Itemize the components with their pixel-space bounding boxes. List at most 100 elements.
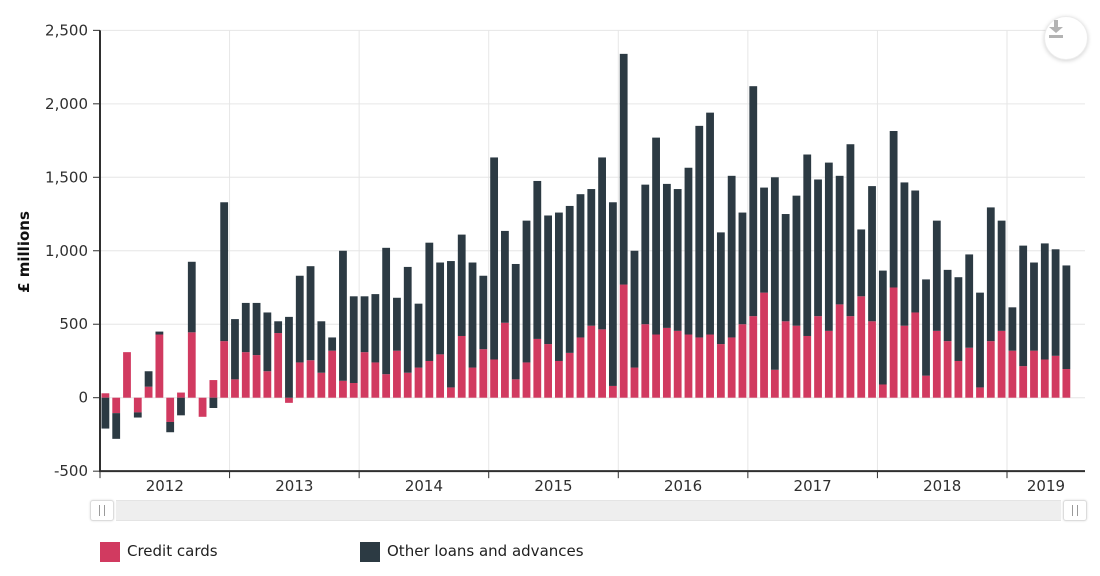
bar-segment[interactable] <box>814 179 822 317</box>
bar-segment[interactable] <box>468 367 477 398</box>
bar-segment[interactable] <box>1008 350 1017 398</box>
bar-segment[interactable] <box>220 202 229 342</box>
bar-segment[interactable] <box>781 321 790 398</box>
bar-segment[interactable] <box>414 303 423 368</box>
bar-segment[interactable] <box>133 397 142 413</box>
bar-segment[interactable] <box>922 375 930 398</box>
bar-segment[interactable] <box>652 137 660 335</box>
bar-segment[interactable] <box>857 296 866 398</box>
bar-segment[interactable] <box>997 220 1006 331</box>
bar-segment[interactable] <box>1062 265 1071 370</box>
bar-segment[interactable] <box>835 304 844 398</box>
bar-segment[interactable] <box>943 341 952 398</box>
scrollbar-track[interactable] <box>116 500 1061 521</box>
bar-segment[interactable] <box>349 296 358 383</box>
bar-segment[interactable] <box>285 316 293 398</box>
bar-segment[interactable] <box>511 379 520 398</box>
bar-segment[interactable] <box>598 329 606 398</box>
bar-segment[interactable] <box>533 180 542 339</box>
bar-segment[interactable] <box>868 186 876 322</box>
bar-segment[interactable] <box>1008 307 1017 351</box>
bar-segment[interactable] <box>144 371 153 387</box>
bar-segment[interactable] <box>587 189 596 326</box>
bar-segment[interactable] <box>479 275 488 350</box>
bar-segment[interactable] <box>857 229 866 297</box>
bar-segment[interactable] <box>630 367 639 398</box>
bar-segment[interactable] <box>824 162 833 331</box>
bar-segment[interactable] <box>349 383 358 398</box>
bar-segment[interactable] <box>501 322 509 398</box>
bar-segment[interactable] <box>144 386 153 398</box>
bar-segment[interactable] <box>716 344 725 398</box>
bar-segment[interactable] <box>252 302 261 356</box>
bar-segment[interactable] <box>155 334 164 398</box>
bar-segment[interactable] <box>608 202 617 386</box>
bar-segment[interactable] <box>576 337 585 398</box>
bar-segment[interactable] <box>965 254 974 348</box>
bar-segment[interactable] <box>878 270 887 385</box>
bar-segment[interactable] <box>436 354 445 398</box>
bar-segment[interactable] <box>241 352 250 398</box>
bar-segment[interactable] <box>911 312 920 398</box>
bar-segment[interactable] <box>198 397 207 417</box>
bar-segment[interactable] <box>306 360 315 398</box>
bar-segment[interactable] <box>522 362 531 398</box>
bar-segment[interactable] <box>619 53 628 285</box>
bar-segment[interactable] <box>436 262 445 355</box>
bar-segment[interactable] <box>371 294 380 363</box>
bar-segment[interactable] <box>1051 355 1060 398</box>
bar-segment[interactable] <box>155 331 164 335</box>
bar-segment[interactable] <box>641 324 650 398</box>
bar-segment[interactable] <box>403 266 412 373</box>
bar-segment[interactable] <box>306 266 315 361</box>
bar-segment[interactable] <box>673 189 682 331</box>
bar-segment[interactable] <box>1030 350 1038 398</box>
bar-segment[interactable] <box>339 250 347 381</box>
download-button[interactable] <box>1044 16 1088 60</box>
bar-segment[interactable] <box>285 397 293 403</box>
bar-segment[interactable] <box>490 359 499 398</box>
bar-segment[interactable] <box>317 372 326 398</box>
bar-segment[interactable] <box>231 379 239 398</box>
bar-segment[interactable] <box>166 421 175 433</box>
bar-segment[interactable] <box>673 330 682 398</box>
bar-segment[interactable] <box>716 232 725 345</box>
bar-segment[interactable] <box>576 194 585 338</box>
bar-segment[interactable] <box>598 157 606 330</box>
bar-segment[interactable] <box>360 352 369 398</box>
bar-segment[interactable] <box>328 337 337 351</box>
bar-segment[interactable] <box>490 157 499 360</box>
bar-segment[interactable] <box>457 335 466 398</box>
bar-segment[interactable] <box>209 380 218 398</box>
bar-segment[interactable] <box>846 144 855 317</box>
bar-segment[interactable] <box>814 316 822 398</box>
bar-segment[interactable] <box>133 412 142 418</box>
bar-segment[interactable] <box>878 384 887 398</box>
bar-segment[interactable] <box>695 337 704 398</box>
bar-segment[interactable] <box>932 330 941 398</box>
bar-segment[interactable] <box>889 131 898 288</box>
bar-segment[interactable] <box>684 334 693 398</box>
bar-segment[interactable] <box>760 292 768 398</box>
bar-segment[interactable] <box>965 347 974 398</box>
bar-segment[interactable] <box>1051 249 1060 356</box>
bar-segment[interactable] <box>792 325 801 398</box>
bar-segment[interactable] <box>101 397 110 429</box>
bar-segment[interactable] <box>641 184 650 325</box>
bar-segment[interactable] <box>889 287 898 398</box>
bar-segment[interactable] <box>727 175 736 338</box>
bar-segment[interactable] <box>630 250 639 368</box>
bar-segment[interactable] <box>112 413 121 439</box>
bar-segment[interactable] <box>706 112 714 335</box>
bar-segment[interactable] <box>393 350 401 398</box>
bar-segment[interactable] <box>695 125 704 338</box>
bar-segment[interactable] <box>328 350 337 398</box>
bar-segment[interactable] <box>749 316 758 398</box>
bar-segment[interactable] <box>803 335 812 398</box>
bar-segment[interactable] <box>177 392 185 398</box>
scrollbar-left-button[interactable] <box>90 500 114 521</box>
bar-segment[interactable] <box>371 362 380 398</box>
bar-segment[interactable] <box>954 360 963 398</box>
bar-segment[interactable] <box>824 330 833 398</box>
bar-segment[interactable] <box>1019 366 1028 398</box>
